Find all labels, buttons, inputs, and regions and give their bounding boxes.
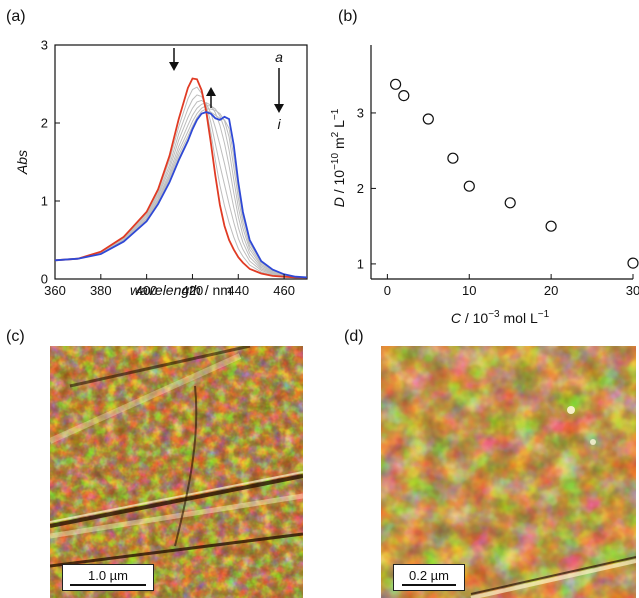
data-point <box>463 180 475 192</box>
data-point <box>504 197 516 209</box>
axis-ticks-a: 360 380 400 420 440 460 0 1 2 3 <box>41 38 295 299</box>
y-tick-label-a: 0 <box>41 272 48 287</box>
y-tick-label-a: 2 <box>41 116 48 131</box>
plot-frame-a <box>54 44 308 280</box>
spectrum-line-h <box>54 110 308 278</box>
x-tick-label-b: 20 <box>544 283 558 298</box>
panel-label-a: (a) <box>6 8 26 25</box>
scatter-points <box>390 78 639 269</box>
x-tick-label-b: 0 <box>384 283 391 298</box>
x-tick-label-a: 440 <box>227 283 249 298</box>
x-tick-label-a: 420 <box>182 283 204 298</box>
series-start-label: a <box>275 49 283 65</box>
spectra-series-group <box>54 77 308 279</box>
data-point <box>422 113 434 125</box>
spectrum-line-b <box>54 86 307 278</box>
y-axis-title-b: D / 10−10 m2 L−1 <box>330 108 347 207</box>
y-axis-title-a: Abs <box>14 150 30 175</box>
x-axis-title-a: wavelength / nm <box>130 282 232 298</box>
x-tick-label-b: 10 <box>462 283 476 298</box>
decrease-arrow <box>169 48 179 71</box>
increase-arrow <box>206 87 216 108</box>
series-order-arrow <box>274 68 284 113</box>
data-point <box>447 152 459 164</box>
x-tick-label-a: 380 <box>90 283 112 298</box>
x-tick-label-b: 30 <box>626 283 639 298</box>
y-tick-label-b: 2 <box>357 181 364 196</box>
x-tick-label-a: 400 <box>136 283 158 298</box>
y-tick-label-b: 1 <box>357 256 364 271</box>
y-tick-label-a: 3 <box>41 38 48 53</box>
scale-bar-label-d: 0.2 µm <box>408 568 449 583</box>
afm-texture-c <box>50 346 303 598</box>
data-point <box>390 78 402 90</box>
axis-ticks-b: 0 10 20 30 1 2 3 <box>357 105 639 298</box>
scale-bar-d: 0.2 µm <box>393 564 465 591</box>
x-tick-label-a: 460 <box>273 283 295 298</box>
series-end-label: i <box>277 116 281 132</box>
spectrum-line-a <box>54 77 307 279</box>
afm-texture-d <box>381 346 636 598</box>
diffusion-coefficient-chart: 0 10 20 30 1 2 3 C / 10−3 mol L−1 D / 10−10 m2… <box>330 45 639 326</box>
x-tick-label-a: 360 <box>44 283 66 298</box>
spectrum-line-g <box>54 108 308 278</box>
y-tick-label-b: 3 <box>357 105 364 120</box>
uv-vis-spectra-chart: 360 380 400 420 440 460 0 1 2 3 a i wavelength / … <box>14 38 308 299</box>
scale-bar-c: 1.0 µm <box>62 564 154 591</box>
y-tick-label-a: 1 <box>41 194 48 209</box>
scale-bar-line-c <box>70 584 146 586</box>
panel-label-b: (b) <box>338 8 358 25</box>
data-point <box>545 220 557 232</box>
spectrum-line-i <box>54 111 308 279</box>
x-axis-title-b: C / 10−3 mol L−1 <box>451 309 550 326</box>
data-point <box>627 257 639 269</box>
scale-bar-line-d <box>402 584 456 586</box>
spectrum-line-c <box>54 94 307 278</box>
scale-bar-label-c: 1.0 µm <box>87 568 128 583</box>
data-point <box>398 89 410 102</box>
afm-image-c: 1.0 µm <box>50 346 303 598</box>
spectrum-line-f <box>54 105 308 278</box>
afm-image-d: 0.2 µm <box>381 346 636 598</box>
panel-label-c: (c) <box>6 328 25 345</box>
panel-label-d: (d) <box>344 328 364 345</box>
